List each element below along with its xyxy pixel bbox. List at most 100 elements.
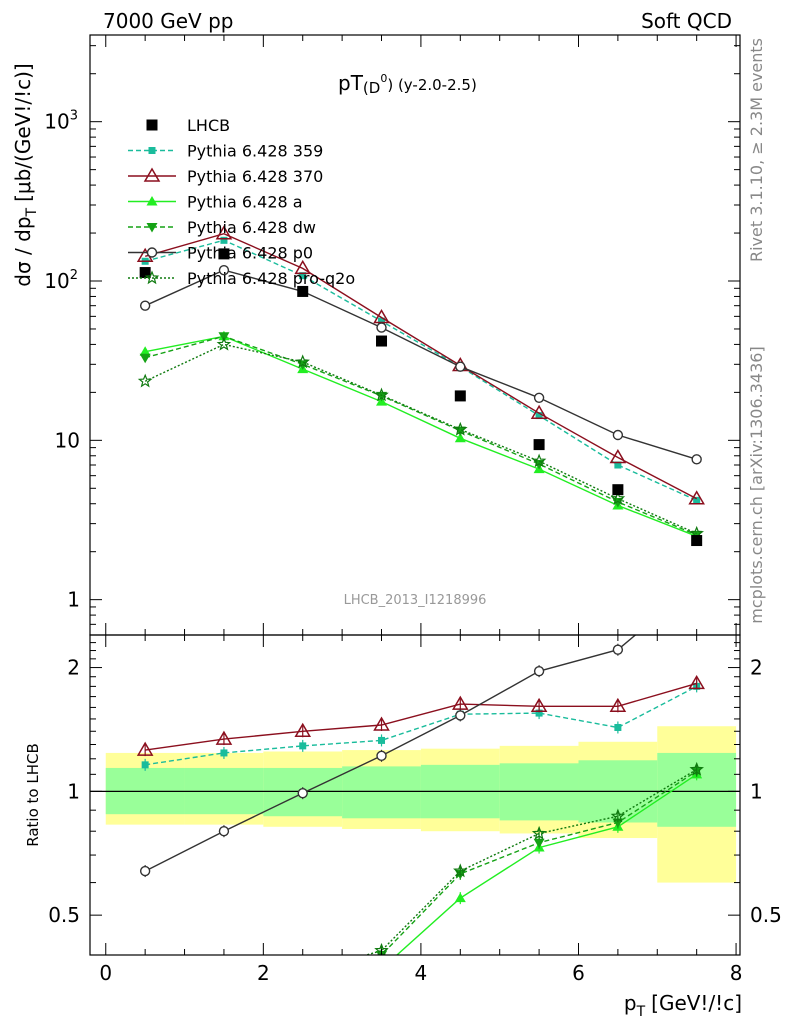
- rivet-version-label: Rivet 3.1.10, ≥ 2.3M events: [747, 38, 766, 262]
- legend-entry: Pythia 6.428 dw: [128, 218, 316, 237]
- legend-entry: Pythia 6.428 a: [128, 193, 303, 212]
- legend-label: Pythia 6.428 dw: [187, 218, 316, 237]
- series-point: [220, 236, 228, 244]
- series-point: [453, 421, 468, 436]
- ratio-point: [136, 741, 154, 756]
- title-rest: ) (y-2.0-2.5): [387, 76, 476, 94]
- series-point: [139, 300, 151, 311]
- series-point: [533, 392, 545, 403]
- ratio-y-tick-label-right: 0.5: [750, 903, 782, 927]
- ratio-line: [144, 635, 637, 872]
- legend-label: Pythia 6.428 p0: [187, 244, 313, 263]
- ratio-point: [294, 722, 312, 738]
- ratio-point: [454, 892, 466, 903]
- legend: LHCB Pythia 6.428 359 Pythia 6.428 370 Pyth…: [128, 116, 355, 288]
- ratio-series: [136, 635, 705, 955]
- ratio-line: [395, 773, 698, 955]
- ratio-line: [145, 682, 697, 751]
- legend-marker: [146, 196, 158, 206]
- main-y-tick-label: 102: [44, 268, 78, 293]
- series-line: [144, 269, 697, 460]
- series-point: [376, 322, 387, 333]
- ratio-y-axis-label: Ratio to LHCB: [24, 743, 42, 847]
- ratio-point: [689, 761, 704, 776]
- series-point: [535, 412, 543, 420]
- ylabel-main: dσ / dp: [11, 216, 35, 286]
- ratio-point: [215, 730, 233, 745]
- x-tick-labels: 0 2 4 6 8: [99, 961, 742, 985]
- ratio-point: [220, 749, 228, 757]
- ratio-point: [530, 697, 548, 713]
- legend-marker: [146, 247, 158, 258]
- ratio-uncertainty-bands: [90, 726, 740, 883]
- x-tick-label: 8: [730, 961, 743, 985]
- header-left: 7000 GeV pp: [103, 9, 234, 33]
- legend-label: Pythia 6.428 pro-q2o: [187, 269, 355, 288]
- data-point: [297, 285, 309, 297]
- ratio-point: [533, 838, 545, 849]
- series-point: [139, 353, 151, 364]
- legend-label: Pythia 6.428 359: [187, 142, 323, 161]
- ratio-y-tick-label-right: 2: [750, 656, 763, 680]
- ratio-series-4: [139, 635, 637, 878]
- ratio-point: [614, 723, 622, 731]
- main-axis-ticks: [90, 35, 740, 636]
- xlabel-main: p: [624, 991, 637, 1015]
- ratio-frame: [89, 634, 741, 956]
- ratio-y-tick-label: 0.5: [48, 903, 80, 927]
- ratio-line: [145, 685, 698, 766]
- series-point: [215, 225, 233, 240]
- analysis-watermark: LHCB_2013_I1218996: [344, 593, 487, 608]
- legend-label: LHCB: [187, 116, 230, 135]
- ratio-point: [453, 863, 468, 878]
- x-tick-label: 4: [415, 961, 428, 985]
- series-point: [137, 373, 153, 388]
- series-point: [374, 387, 389, 402]
- ratio-y-tick-label: 1: [67, 779, 80, 803]
- x-tick-label: 0: [99, 961, 112, 985]
- series-point: [294, 259, 312, 275]
- ratio-line: [364, 768, 698, 955]
- title-sup: 0: [380, 72, 387, 85]
- ratio-point: [688, 674, 705, 690]
- ratio-y-tick-labels: 0.5 0.5 1 1 2 2: [48, 656, 782, 928]
- ratio-y-tick-label: 2: [67, 656, 80, 680]
- legend-marker: [144, 270, 160, 285]
- source-url-label: mcplots.cern.ch [arXiv:1306.3436]: [747, 346, 766, 623]
- series-line: [145, 239, 697, 502]
- ratio-point: [533, 665, 545, 677]
- series-point: [614, 461, 622, 469]
- ylabel-sub: T: [24, 207, 40, 217]
- series-point: [693, 496, 701, 504]
- main-panel: 1 10 102 103 pT(D0) (y-2.0-2.5) LHCB_2013_I…: [11, 34, 741, 636]
- ylabel-unit: [μb/(GeV!/!c)]: [11, 63, 35, 202]
- series-point: [216, 336, 232, 351]
- series-line: [144, 343, 697, 535]
- series-point: [530, 404, 548, 419]
- data-point: [533, 439, 545, 451]
- x-tick-label: 6: [572, 961, 585, 985]
- series-point: [688, 490, 705, 505]
- chart-title: pT(D0) (y-2.0-2.5): [338, 71, 477, 97]
- legend-label: Pythia 6.428 370: [187, 167, 323, 186]
- title-main: pT: [338, 71, 364, 95]
- ratio-point: [373, 716, 390, 731]
- data-point: [691, 535, 703, 547]
- data-point: [376, 335, 388, 347]
- legend-marker: [148, 147, 156, 154]
- ratio-series-1: [136, 674, 705, 757]
- main-y-tick-label: 103: [44, 109, 78, 134]
- series-4: [139, 264, 702, 465]
- legend-marker: [146, 119, 158, 131]
- ratio-y-tick-label-right: 1: [750, 779, 763, 803]
- x-tick-label: 2: [257, 961, 270, 985]
- data-point: [139, 267, 151, 279]
- series-point: [295, 354, 310, 369]
- series-point: [139, 346, 151, 356]
- series-point: [378, 317, 386, 325]
- series-point: [612, 429, 624, 441]
- header-right: Soft QCD: [641, 9, 732, 33]
- xlabel-unit: [GeV!/!c]: [651, 991, 742, 1015]
- ratio-axis-ticks: [90, 634, 740, 956]
